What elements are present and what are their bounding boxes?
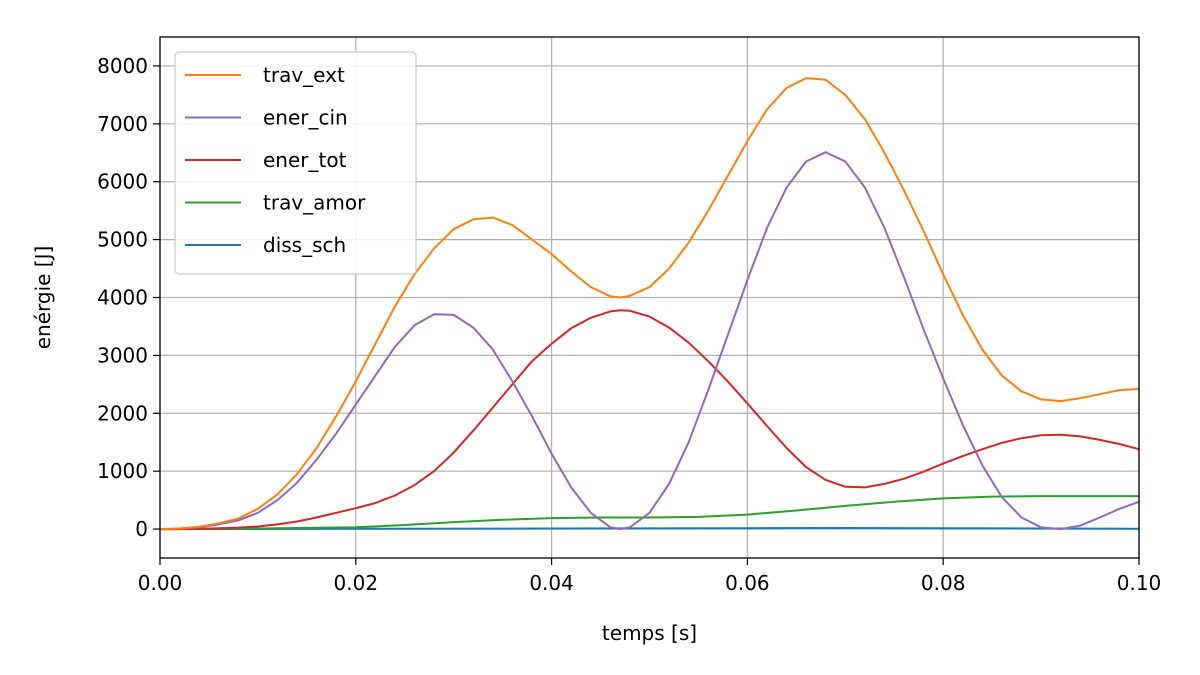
legend-label-trav-amor: trav_amor (263, 191, 366, 215)
y-tick-label: 6000 (97, 170, 148, 194)
legend: trav_ext ener_cin ener_tot trav_amor diss_sc… (174, 51, 417, 275)
legend-label-ener-cin: ener_cin (263, 106, 348, 130)
x-tick-label: 0.04 (529, 571, 574, 595)
legend-box (174, 51, 417, 275)
y-tick-label: 7000 (97, 112, 148, 136)
series-line-trav-ext (159, 77, 1140, 531)
legend-label-ener-tot: ener_tot (263, 148, 347, 172)
y-tick-label: 5000 (97, 228, 148, 252)
series-line-ener-tot (160, 309, 1140, 531)
series-line-ener-cin (159, 151, 1140, 531)
y-axis-label: enérgie [J] (31, 246, 55, 350)
series-line-trav-amor (159, 495, 1139, 531)
y-tick-label: 3000 (97, 343, 148, 367)
series-line-diss-sch (159, 527, 1140, 531)
x-tick-label: 0.02 (334, 571, 379, 595)
x-tick-label: 0.00 (138, 571, 183, 595)
y-tick-label: 2000 (97, 401, 148, 425)
series-lines (159, 77, 1140, 531)
y-tick-label: 1000 (97, 459, 148, 483)
grid (159, 37, 1140, 558)
x-tick-label: 0.06 (725, 571, 770, 595)
x-tick-label: 0.10 (1117, 571, 1162, 595)
y-tick-label: 4000 (97, 286, 148, 310)
x-axis-label: temps [s] (602, 621, 697, 645)
x-tick-label: 0.08 (921, 571, 966, 595)
y-tick-label: 0 (135, 517, 148, 541)
axis-ticks: 0.00 0.02 0.04 0.06 0.08 0.10 0 1000 2000 3000 400… (97, 54, 1161, 595)
legend-label-diss-sch: diss_sch (263, 233, 346, 257)
y-tick-label: 8000 (97, 54, 148, 78)
legend-label-trav-ext: trav_ext (263, 63, 345, 87)
